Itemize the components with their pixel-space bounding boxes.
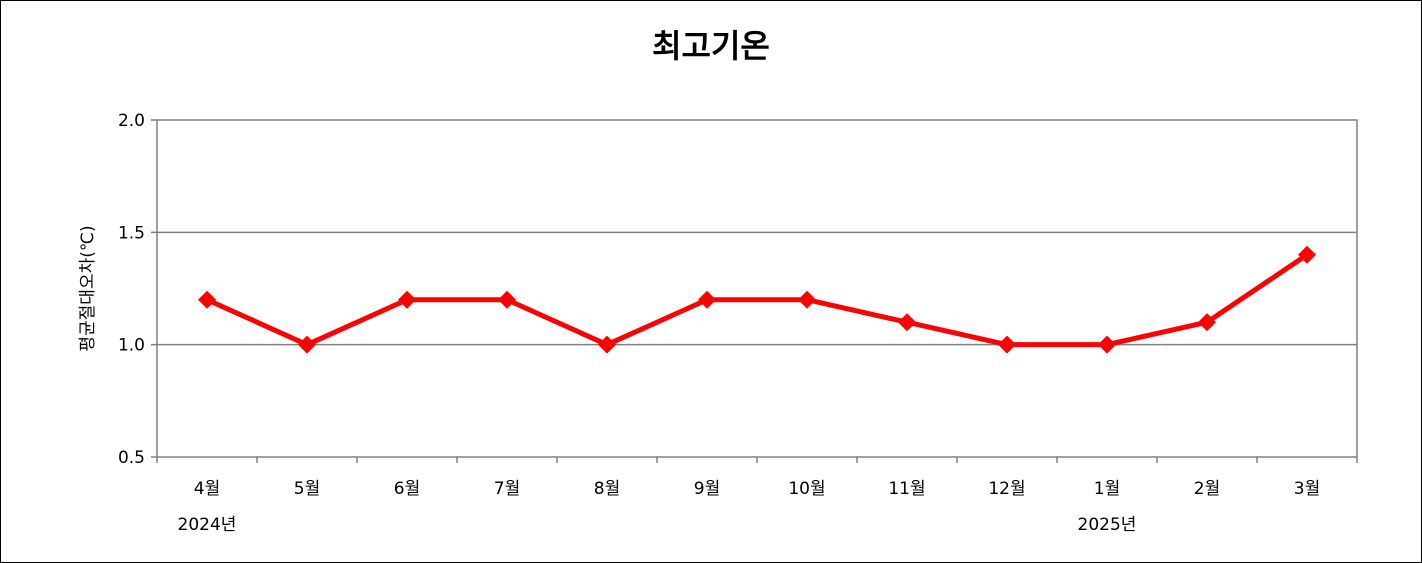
year-label: 2025년 <box>1078 515 1137 535</box>
y-tick-label: 2.0 <box>118 111 145 131</box>
y-axis-label: 평균절대오차(℃) <box>78 225 98 351</box>
x-tick-label: 4월 <box>194 479 220 499</box>
data-point-marker <box>798 290 816 309</box>
data-point-marker <box>998 335 1016 354</box>
data-point-marker <box>298 335 316 354</box>
x-tick-label: 11월 <box>888 479 925 499</box>
x-tick-label: 12월 <box>988 479 1025 499</box>
y-tick-label: 1.5 <box>118 223 145 243</box>
data-point-marker <box>198 290 216 309</box>
data-point-marker <box>898 313 916 332</box>
plot-area <box>156 119 1358 458</box>
y-axis-ticks: 0.5 1.0 1.5 2.0 <box>118 111 157 468</box>
x-axis-ticks: 4월 5월 6월 7월 8월 9월 10월 11월 12월 1월 2월 3월 2024년 2025년 <box>156 457 1358 535</box>
grid-lines <box>157 231 1357 346</box>
x-tick-label: 8월 <box>594 479 620 499</box>
x-tick-label: 5월 <box>294 479 320 499</box>
y-tick-label: 0.5 <box>118 448 145 468</box>
x-tick-label: 3월 <box>1294 479 1320 499</box>
data-point-marker <box>1298 245 1316 264</box>
year-label: 2024년 <box>178 515 237 535</box>
x-tick-label: 7월 <box>494 479 520 499</box>
data-point-marker <box>1198 313 1216 332</box>
x-tick-label: 1월 <box>1094 479 1120 499</box>
y-tick-label: 1.0 <box>118 336 145 356</box>
series-line-group <box>198 245 1316 354</box>
x-tick-label: 9월 <box>694 479 720 499</box>
data-point-marker <box>398 290 416 309</box>
data-point-marker <box>498 290 516 309</box>
data-point-marker <box>598 335 616 354</box>
chart-title: 최고기온 <box>652 27 770 65</box>
data-point-marker <box>1098 335 1116 354</box>
series-line <box>205 252 1309 348</box>
x-tick-label: 10월 <box>788 479 825 499</box>
data-point-marker <box>698 290 716 309</box>
x-tick-label: 2월 <box>1194 479 1220 499</box>
x-tick-label: 6월 <box>394 479 420 499</box>
